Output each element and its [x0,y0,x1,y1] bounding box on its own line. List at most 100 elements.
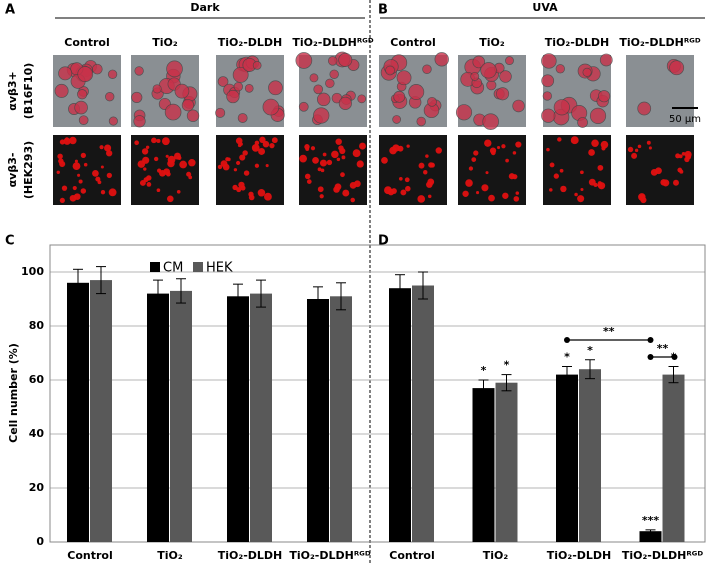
plot-frame [49,244,706,543]
cell [54,83,69,98]
cell [131,91,143,103]
cell [99,145,104,150]
cell [69,136,77,145]
comparison-label: ** [657,342,669,355]
row-label: (B16F10) [22,63,35,120]
cell [423,170,428,175]
cell [265,164,269,168]
cell [179,160,188,169]
cell [465,179,473,187]
cell [97,180,102,185]
cell [646,140,651,145]
cell [489,147,497,154]
cell [570,136,579,145]
cell [331,150,339,159]
y-tick-label: 0 [36,535,44,548]
cell [174,83,190,99]
cell [262,98,280,116]
bar [639,531,662,542]
cell [553,99,570,116]
cell [426,181,433,188]
cell [298,101,309,112]
cell [309,73,319,83]
panel-label: A [5,3,15,18]
cell [313,107,330,124]
cell [398,176,403,181]
cell [660,179,667,186]
cell [627,146,634,153]
cell [248,191,254,197]
cell [473,150,479,156]
micrograph [131,135,199,205]
cell [226,89,240,104]
cell [597,164,604,171]
cell [333,186,340,193]
cell [326,159,333,166]
x-tick-label: TiO₂-DLDH [547,549,612,562]
cell [512,151,517,155]
cell [77,173,81,177]
comparison-end [564,337,570,343]
cell [631,152,638,159]
cell [541,74,555,88]
error-bar [153,279,163,308]
cell [541,53,557,69]
row-label: αvβ3+ [6,71,19,110]
cell [244,83,254,93]
micrograph-bg [299,135,367,205]
cell [557,137,562,142]
cell [239,154,246,161]
significance: * [481,364,487,377]
micrograph [626,135,694,205]
legend-label: HEK [206,261,233,276]
x-tick-label: TiO₂-DLDHᴿᴳᴰ [289,549,371,562]
cell [684,150,692,159]
cell [486,80,497,91]
cell [408,84,425,100]
cell [681,151,686,156]
cell [427,96,437,107]
cell [417,195,426,203]
cell [319,159,327,167]
cell [78,115,89,125]
cell [166,195,174,203]
cell [59,160,66,168]
micrograph [295,51,367,127]
bar [662,374,685,542]
cell [166,60,183,78]
cell [480,62,497,79]
cell [352,149,361,158]
cell [505,56,514,65]
cell [577,195,585,203]
scale-bar-label: 50 μm [669,114,701,125]
cell [92,63,103,75]
cell [338,52,353,67]
cell [560,185,567,193]
cell [251,144,260,152]
cell [146,182,152,187]
cell [637,144,642,149]
cell [397,145,404,152]
cell [240,185,246,191]
cell [134,140,139,146]
cell [77,66,94,82]
error-bar [562,366,572,384]
cell [106,150,113,157]
cell [299,154,307,163]
cell [329,69,339,79]
cell [678,154,683,159]
bar [147,293,169,542]
cell [499,70,512,83]
cell [546,147,550,152]
cell [310,146,316,151]
bar [472,388,495,542]
panel-heading: UVA [532,1,558,14]
cell [427,194,432,199]
error-bar [256,279,266,308]
column-label: Control [64,36,109,49]
cell [188,175,193,180]
cell [232,66,249,83]
cell [232,184,238,191]
column-label: TiO₂ [479,36,505,49]
cell [264,192,272,201]
